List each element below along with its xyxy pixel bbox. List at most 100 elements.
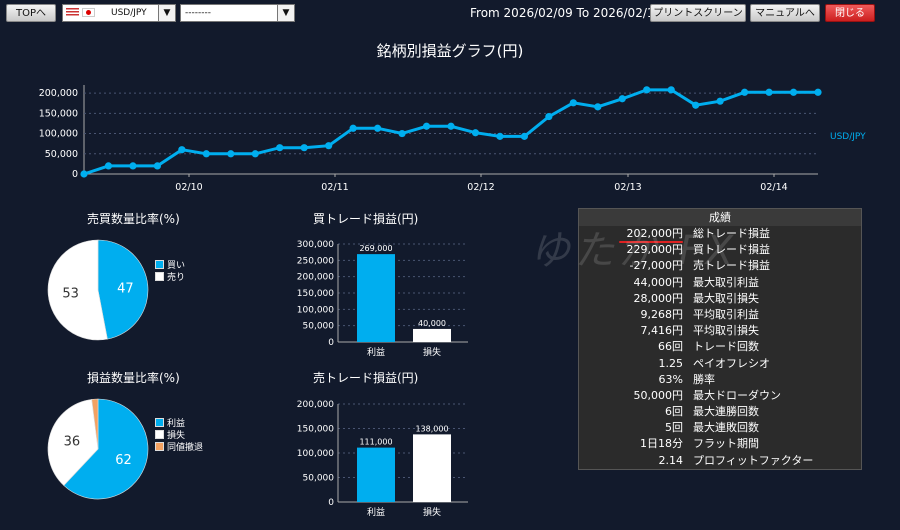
sell-trade-bar-chart: 200,000 150,000 100,000 50,000 0 111,000 利益 138… <box>297 400 468 518</box>
results-row: 1.25 ペイオフレシオ <box>579 356 861 372</box>
bar-category-label: 利益 <box>367 506 385 518</box>
legend-swatch <box>155 441 164 451</box>
line-point <box>545 112 553 121</box>
line-point <box>251 150 259 158</box>
bar <box>357 447 395 502</box>
y-tick-label: 150,000 <box>297 289 334 299</box>
pie-value-label: 36 <box>64 435 81 450</box>
line-point <box>398 129 406 138</box>
pie-slice <box>97 239 149 340</box>
results-row: 2.14 プロフィットファクター <box>579 453 861 469</box>
us-flag-icon <box>66 8 79 17</box>
y-tick-label: 250,000 <box>297 256 334 266</box>
y-tick-label: 100,000 <box>297 449 334 459</box>
buy-sell-ratio-title: 売買数量比率(%) <box>87 212 180 226</box>
buy-sell-pie-chart: 47 53 <box>47 239 149 341</box>
y-tick-label: 100,000 <box>39 129 78 140</box>
underline-mark <box>619 241 683 243</box>
jp-flag-icon <box>82 8 95 17</box>
y-tick-label: 150,000 <box>297 425 334 435</box>
second-select[interactable]: -------- ▼ <box>180 4 295 22</box>
line-point <box>496 132 504 140</box>
x-tick-label: 02/11 <box>321 182 348 193</box>
line-point <box>202 150 210 158</box>
line-point <box>471 129 480 137</box>
line-point <box>594 103 602 111</box>
results-row: 9,268円 平均取引利益 <box>579 307 861 323</box>
results-row: 1日18分 フラット期間 <box>579 436 861 452</box>
y-tick-label: 200,000 <box>297 400 334 410</box>
results-label: プロフィットファクター <box>693 453 814 467</box>
symbol-select-value: USD/JPY <box>111 8 147 18</box>
line-point <box>667 86 675 94</box>
results-row: 6回 最大連勝回数 <box>579 404 861 420</box>
chevron-down-icon[interactable]: ▼ <box>158 5 175 21</box>
y-tick-label: 300,000 <box>297 240 334 250</box>
line-point <box>643 86 651 94</box>
line-point <box>569 99 577 107</box>
line-point <box>374 124 382 132</box>
legend-label-buy: 買い <box>167 260 186 271</box>
results-value: 1日18分 <box>640 437 683 451</box>
x-tick-label: 02/10 <box>175 182 202 193</box>
top-button[interactable]: TOPへ <box>6 4 56 22</box>
y-tick-label: 0 <box>328 338 334 348</box>
legend-label-breakeven: 同値撤退 <box>167 442 204 453</box>
x-tick-label: 02/13 <box>614 182 641 193</box>
results-label: 最大取引利益 <box>693 275 759 289</box>
results-label: 平均取引損失 <box>693 324 759 338</box>
symbol-select[interactable]: USD/JPY ▼ <box>62 4 176 22</box>
bar <box>357 254 395 342</box>
results-value: 63% <box>658 372 683 386</box>
pl-legend: 利益 損失 同値撤退 <box>155 416 204 453</box>
line-point <box>129 162 137 170</box>
legend-swatch <box>155 271 164 281</box>
legend-label-sell: 売り <box>167 272 186 283</box>
line-point <box>520 132 529 140</box>
results-row: -27,000円 売トレード損益 <box>579 258 861 274</box>
bar-category-label: 損失 <box>423 346 441 358</box>
results-label: 総トレード損益 <box>693 227 770 240</box>
results-value: 9,268円 <box>640 307 684 321</box>
y-tick-label: 100,000 <box>297 305 334 315</box>
results-table: 成績 202,000円 総トレード損益 229,000円 買トレード損益 -27,000… <box>578 208 862 470</box>
pie-value-label: 47 <box>117 281 134 296</box>
line-point <box>104 162 113 170</box>
results-label: 買トレード損益 <box>693 243 770 257</box>
y-tick-label: 200,000 <box>39 88 78 99</box>
results-value: 50,000円 <box>633 388 684 402</box>
legend-swatch <box>155 417 164 427</box>
legend-swatch <box>155 259 164 269</box>
close-button[interactable]: 閉じる <box>825 4 875 22</box>
print-screen-button[interactable]: プリントスクリーン <box>650 4 746 22</box>
results-label: 最大連勝回数 <box>693 405 759 419</box>
bar-value-label: 111,000 <box>359 438 392 447</box>
bar-value-label: 269,000 <box>359 244 392 253</box>
y-tick-label: 50,000 <box>303 474 335 484</box>
results-label: 平均取引利益 <box>693 307 759 321</box>
results-row: 44,000円 最大取引利益 <box>579 275 861 291</box>
line-point <box>618 95 626 103</box>
pie-slice <box>63 398 149 500</box>
results-value: -27,000円 <box>629 259 683 273</box>
manual-button[interactable]: マニュアルへ <box>750 4 820 22</box>
chevron-down-icon[interactable]: ▼ <box>277 5 294 21</box>
results-row: 28,000円 最大取引損失 <box>579 291 861 307</box>
buy-trade-bar-chart: 300,000 250,000 200,000 150,000 100,000 50,00… <box>297 240 468 358</box>
line-series-usdjpy <box>83 88 818 176</box>
date-range: From 2026/02/09 To 2026/02/13 <box>470 6 663 20</box>
line-chart: 200,000 150,000 100,000 50,000 0 02/10 02/11 0… <box>39 85 866 193</box>
results-value: 5回 <box>665 421 683 435</box>
results-value: 66回 <box>658 340 683 354</box>
legend-swatch <box>155 429 164 439</box>
line-point <box>227 150 235 158</box>
line-point <box>789 88 798 96</box>
bar <box>413 328 451 342</box>
pie-value-label: 62 <box>115 453 132 468</box>
line-point <box>153 162 161 170</box>
y-tick-label: 0 <box>328 498 334 508</box>
results-label: トレード回数 <box>693 340 759 354</box>
results-value: 28,000円 <box>633 291 684 305</box>
results-value: 2.14 <box>658 453 684 467</box>
pie-slice <box>91 398 99 450</box>
